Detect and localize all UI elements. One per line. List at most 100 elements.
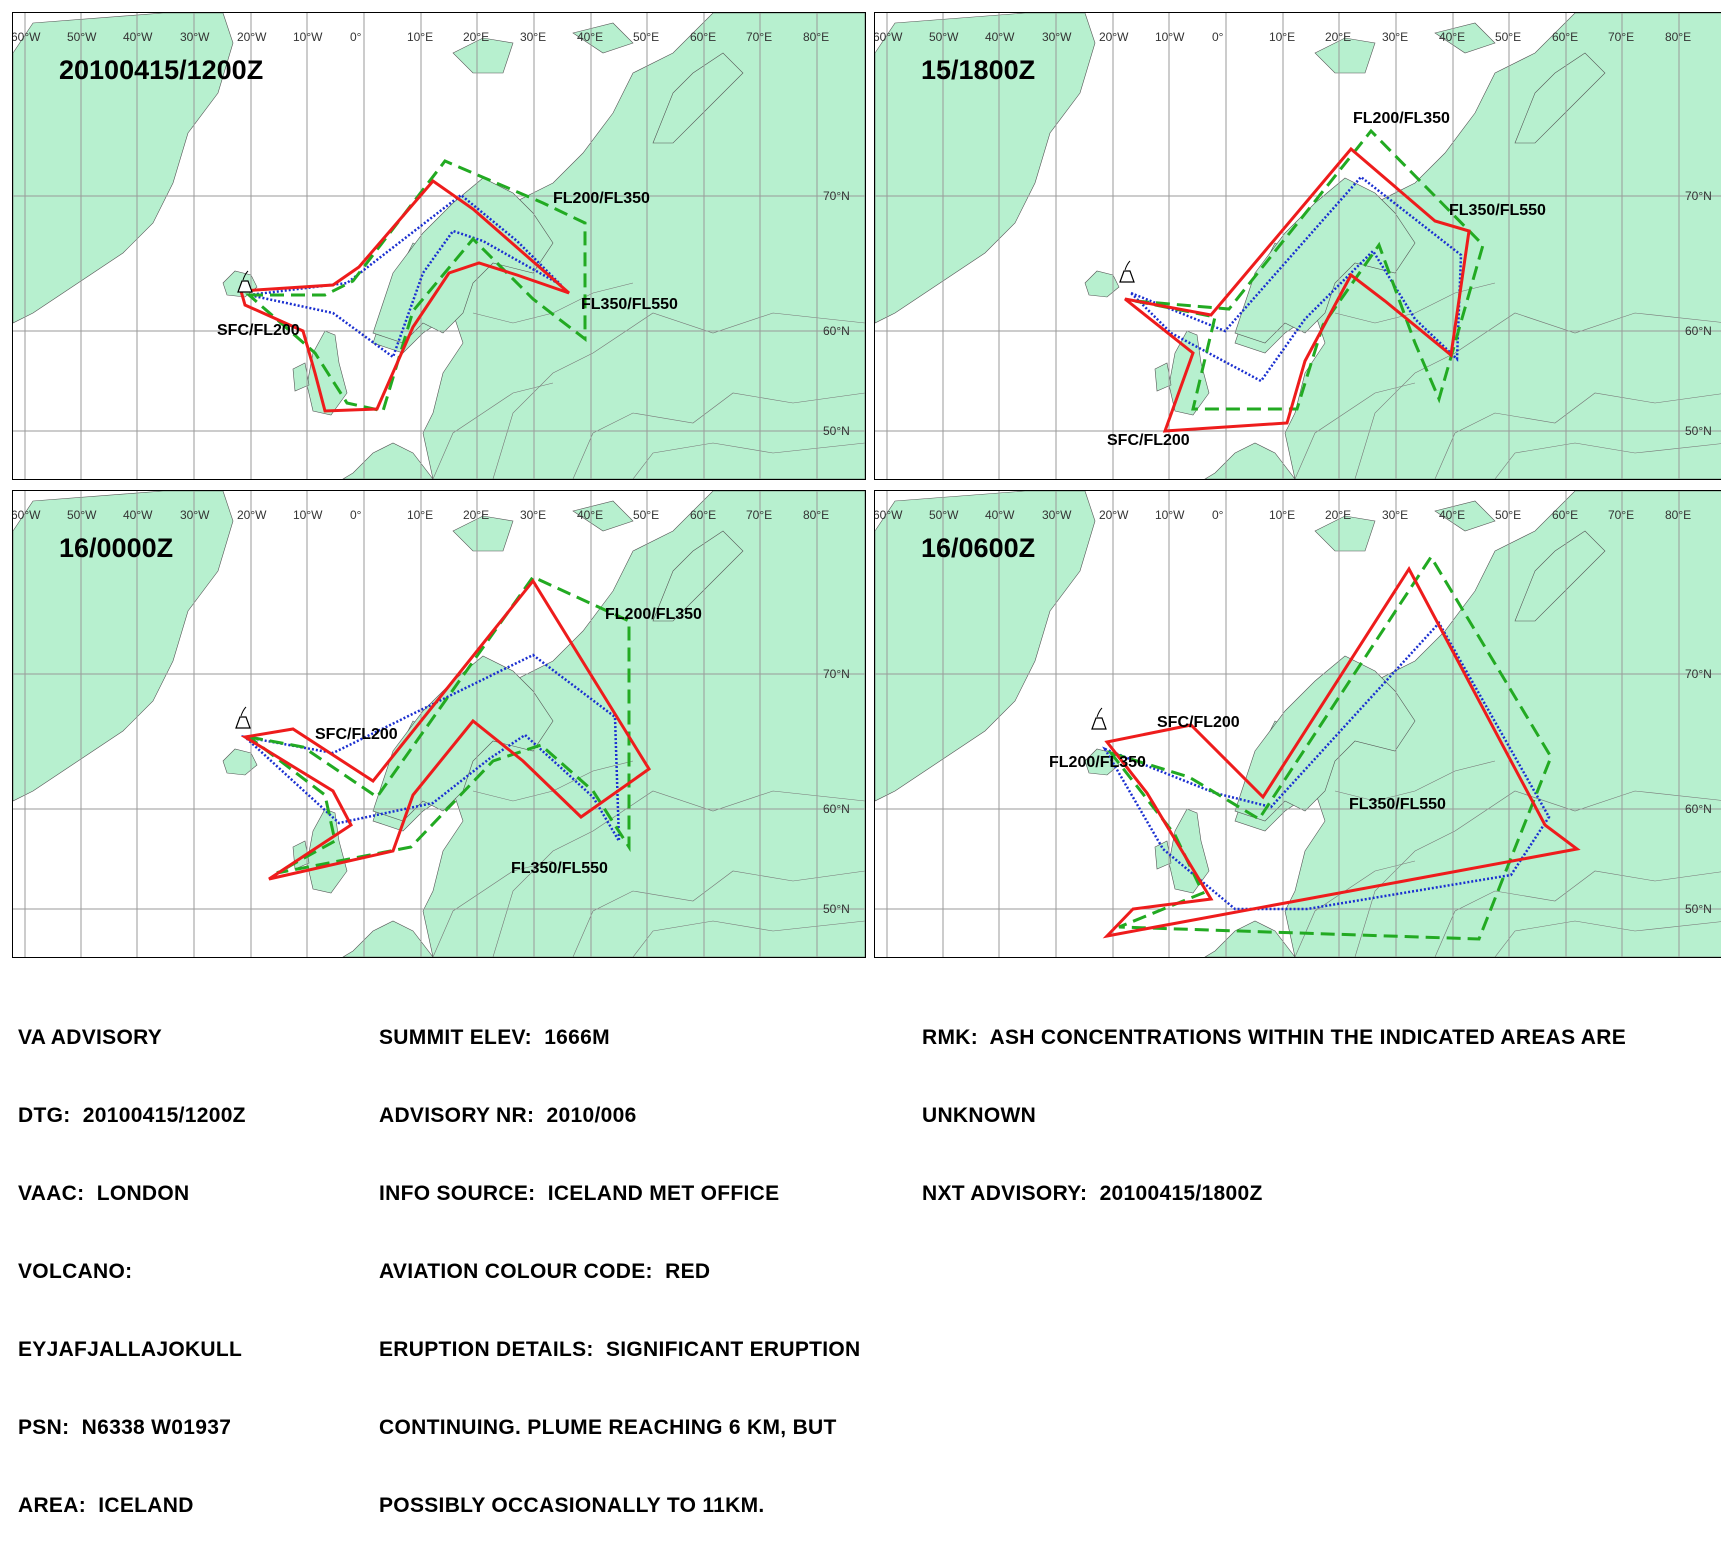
ash-area-sfc-fl200 xyxy=(239,178,570,413)
advisory-line: SUMMIT ELEV: 1666M xyxy=(379,1026,610,1049)
volcano-icon xyxy=(237,270,253,293)
longitude-tick-label: 30°E xyxy=(520,508,546,522)
advisory-line: VA ADVISORY xyxy=(18,1026,163,1049)
border-line xyxy=(572,870,865,957)
advisory-line: VAAC: LONDON xyxy=(18,1182,190,1205)
longitude-tick-label: 50°E xyxy=(633,30,659,44)
longitude-tick-label: 20°E xyxy=(463,508,489,522)
map-panel-3: 60°W 50°W 40°W 30°W 20°W 10°W 0° 10°E 20°E 30°E 40… xyxy=(12,490,866,958)
flight-level-label: FL350/FL550 xyxy=(1349,796,1446,813)
longitude-tick-label: 50°E xyxy=(1495,30,1521,44)
graticule xyxy=(875,13,1721,479)
flight-level-label: SFC/FL200 xyxy=(217,322,300,339)
border-line xyxy=(1434,870,1721,957)
longitude-tick-label: 40°E xyxy=(577,508,603,522)
border-line xyxy=(572,392,865,479)
land-svalbard xyxy=(452,37,514,74)
longitude-tick-label: 0° xyxy=(1212,508,1224,522)
longitude-tick-label: 50°W xyxy=(929,508,959,522)
land-novaya xyxy=(652,52,744,144)
latitude-tick-label: 60°N xyxy=(1685,324,1712,338)
land-greenland xyxy=(13,491,234,802)
longitude-tick-label: 50°W xyxy=(929,30,959,44)
land-iceland xyxy=(1084,748,1120,776)
land-iceland xyxy=(222,748,258,776)
longitude-tick-label: 30°W xyxy=(1042,30,1072,44)
longitude-tick-label: 60°W xyxy=(875,508,903,522)
longitude-tick-label: 30°W xyxy=(1042,508,1072,522)
longitude-tick-label: 10°E xyxy=(1269,30,1295,44)
latitude-tick-label: 60°N xyxy=(823,324,850,338)
longitude-tick-label: 70°E xyxy=(1608,508,1634,522)
panel-title: 16/0600Z xyxy=(921,533,1036,563)
volcano-icon xyxy=(235,706,251,729)
longitude-tick-label: 50°E xyxy=(1495,508,1521,522)
flight-level-label: FL200/FL350 xyxy=(553,190,650,207)
longitude-tick-label: 40°W xyxy=(123,30,153,44)
longitude-tick-label: 80°E xyxy=(803,508,829,522)
advisory-col-3: RMK: ASH CONCENTRATIONS WITHIN THE INDIC… xyxy=(922,973,1626,1233)
land-layer xyxy=(13,13,865,479)
land-greenland xyxy=(875,491,1096,802)
longitude-tick-label: 70°E xyxy=(746,30,772,44)
longitude-tick-label: 20°W xyxy=(237,30,267,44)
land-iceland xyxy=(1084,270,1120,298)
longitude-tick-label: 40°W xyxy=(985,30,1015,44)
advisory-line: AVIATION COLOUR CODE: RED xyxy=(379,1260,711,1283)
longitude-tick-label: 50°W xyxy=(67,30,97,44)
ash-area-sfc-fl200 xyxy=(1102,566,1581,939)
border-line xyxy=(1494,920,1721,957)
land-svalbard xyxy=(1314,37,1376,74)
longitude-tick-label: 30°W xyxy=(180,30,210,44)
longitude-tick-label: 10°W xyxy=(1155,30,1185,44)
longitude-tick-label: 30°W xyxy=(180,508,210,522)
advisory-line: POSSIBLY OCCASIONALLY TO 11KM. xyxy=(379,1494,765,1517)
land-ireland xyxy=(1154,840,1172,870)
flight-level-label: FL350/FL550 xyxy=(1449,202,1546,219)
graticule xyxy=(875,491,1721,957)
land-franz xyxy=(1434,22,1496,54)
border-line xyxy=(432,382,554,479)
flight-level-label: FL350/FL550 xyxy=(581,296,678,313)
land-scandinavia xyxy=(1234,655,1416,822)
volcano-icon xyxy=(1119,260,1135,283)
longitude-tick-label: 40°E xyxy=(1439,30,1465,44)
longitude-tick-label: 20°W xyxy=(1099,508,1129,522)
latitude-tick-label: 70°N xyxy=(823,667,850,681)
graticule xyxy=(13,13,865,479)
longitude-tick-label: 60°E xyxy=(690,508,716,522)
flight-level-label: FL350/FL550 xyxy=(511,860,608,877)
panel-title: 15/1800Z xyxy=(921,55,1036,85)
longitude-tick-label: 0° xyxy=(350,30,362,44)
advisory-col-2: SUMMIT ELEV: 1666M ADVISORY NR: 2010/006… xyxy=(379,973,860,1545)
longitude-tick-label: 10°W xyxy=(1155,508,1185,522)
latitude-tick-label: 50°N xyxy=(823,424,850,438)
longitude-tick-label: 60°W xyxy=(13,508,41,522)
advisory-line: CONTINUING. PLUME REACHING 6 KM, BUT xyxy=(379,1416,837,1439)
border-line xyxy=(1334,282,1496,324)
land-greenland xyxy=(875,13,1096,324)
panel-title: 20100415/1200Z xyxy=(59,55,264,85)
land-greenland xyxy=(13,13,234,324)
land-svalbard xyxy=(1314,515,1376,552)
advisory-line: PSN: N6338 W01937 xyxy=(18,1416,232,1439)
land-novaya xyxy=(1514,530,1606,622)
ash-area-fl200-fl350 xyxy=(245,159,587,413)
longitude-tick-label: 60°W xyxy=(13,30,41,44)
advisory-line: INFO SOURCE: ICELAND MET OFFICE xyxy=(379,1182,780,1205)
ash-area-fl200-fl350 xyxy=(1134,128,1485,411)
longitude-tick-label: 30°E xyxy=(1382,508,1408,522)
border-line xyxy=(432,860,554,957)
land-franz xyxy=(1434,500,1496,532)
longitude-tick-label: 60°E xyxy=(1552,30,1578,44)
latitude-tick-label: 60°N xyxy=(823,802,850,816)
map-panel-1: 60°W 50°W 40°W 30°W 20°W 10°W 0° 10°E 20°E 30°E 40… xyxy=(12,12,866,480)
flight-level-label: SFC/FL200 xyxy=(1107,432,1190,449)
longitude-tick-label: 60°E xyxy=(1552,508,1578,522)
border-line xyxy=(1294,382,1416,479)
map-canvas: 60°W 50°W 40°W 30°W 20°W 10°W 0° 10°E 20°E 30°E 40… xyxy=(13,491,865,957)
ash-area-fl350-fl550 xyxy=(240,653,621,842)
advisory-line: UNKNOWN xyxy=(922,1104,1037,1127)
longitude-tick-label: 10°E xyxy=(407,508,433,522)
land-ireland xyxy=(1154,362,1172,392)
